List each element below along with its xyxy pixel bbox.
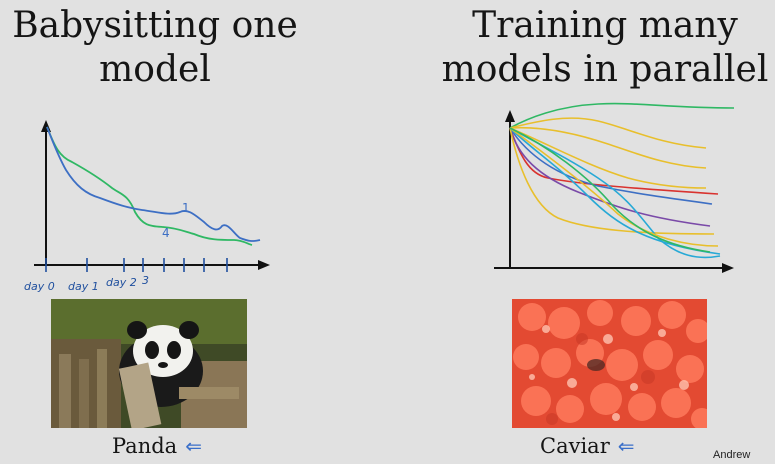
babysitting-diagram: 1 4 day 0 day 1 day 2 3 [24, 120, 270, 293]
author-credit: Andrew [713, 449, 751, 461]
model-curve-teal-1 [509, 127, 721, 255]
left-blue-curve [46, 126, 261, 242]
model-curve-yellow-5 [509, 127, 719, 247]
left-x-arrow [258, 260, 270, 270]
model-curve-yellow-1 [509, 117, 707, 149]
panda-caption-text: Panda [112, 434, 178, 458]
axis-label-3: 3 [142, 274, 149, 287]
right-title-line2: models in parallel [441, 49, 769, 90]
model-curve-green-low [509, 127, 711, 253]
right-y-arrow [505, 110, 515, 122]
caviar-caption: Caviar ⇐ [540, 434, 635, 458]
caviar-arrow-mark: ⇐ [617, 434, 635, 458]
left-title-line2: model [99, 49, 211, 90]
model-curve-yellow-3 [509, 127, 707, 189]
left-title-line1: Babysitting one [12, 5, 298, 46]
right-x-arrow [722, 263, 734, 273]
caviar-caption-text: Caviar [540, 434, 610, 458]
parallel-training-diagram [494, 102, 735, 273]
model-curve-red [509, 127, 719, 195]
model-curve-yellow-2 [509, 126, 707, 169]
curve-label-1: 1 [182, 201, 190, 215]
model-curve-blue [509, 127, 713, 205]
panda-caption: Panda ⇐ [112, 434, 202, 458]
model-curve-green-top [509, 102, 735, 129]
left-title: Babysitting one model [0, 4, 310, 92]
curve-label-4: 4 [162, 226, 170, 240]
axis-label-day2: day 2 [106, 276, 137, 289]
left-y-arrow [41, 120, 51, 132]
left-green-curve [46, 126, 253, 246]
axis-label-day1: day 1 [68, 280, 99, 293]
right-title-line1: Training many [472, 5, 738, 46]
axis-label-day0: day 0 [24, 280, 55, 293]
panda-photo [51, 299, 247, 428]
panda-arrow-mark: ⇐ [185, 434, 202, 458]
model-curve-purple [509, 127, 711, 227]
right-title: Training many models in parallel [430, 4, 775, 92]
caviar-photo [512, 299, 707, 428]
model-curve-yellow-4 [509, 127, 715, 235]
